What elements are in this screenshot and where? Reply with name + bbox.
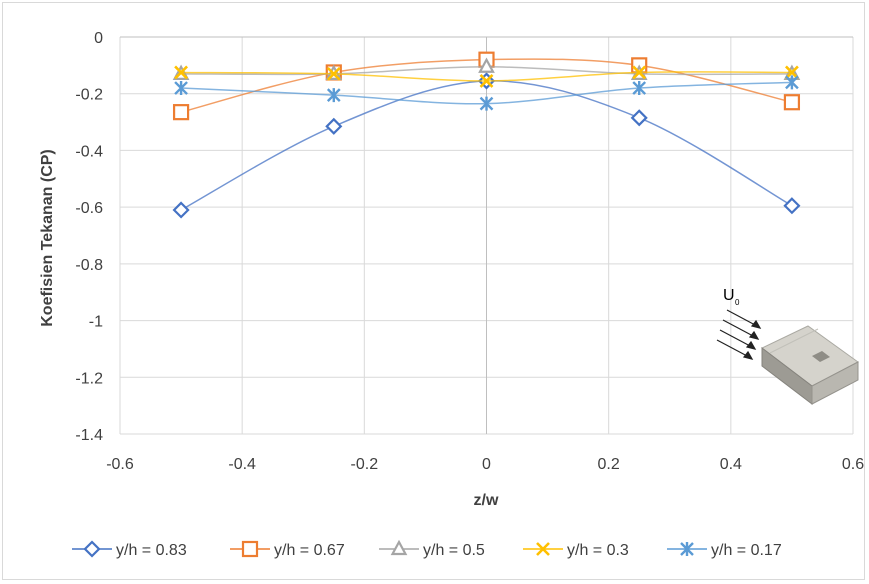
data-point — [172, 201, 190, 219]
legend-item: y/h = 0.3 — [523, 542, 629, 559]
data-point — [172, 104, 190, 121]
legend-marker — [83, 540, 101, 558]
x-tick-label: 0.2 — [598, 456, 620, 473]
legend: y/h = 0.83 y/h = 0.67 y/h = 0.5 y/h = 0.3 y/… — [72, 539, 782, 559]
y-tick-label: -0.8 — [75, 257, 103, 274]
x-tick-label: 0.6 — [842, 456, 864, 473]
data-point — [784, 65, 799, 80]
data-point — [632, 65, 647, 80]
legend-marker — [241, 540, 259, 558]
data-point — [632, 81, 647, 96]
x-tick-labels: -0.6 -0.4 -0.2 0 0.2 0.4 0.6 — [106, 456, 864, 473]
y-tick-labels: 0 -0.2 -0.4 -0.6 -0.8 -1 -1.2 -1.4 — [75, 30, 103, 444]
legend-item: y/h = 0.67 — [230, 540, 345, 559]
inset-label-sub: 0 — [735, 298, 740, 307]
data-point — [479, 74, 494, 88]
y-tick-label: -0.2 — [75, 87, 103, 104]
y-tick-label: -1.2 — [75, 370, 103, 387]
legend-marker — [536, 542, 550, 556]
series-4 — [174, 65, 799, 88]
data-point — [478, 57, 495, 73]
data-point — [783, 197, 801, 215]
data-point — [325, 117, 343, 135]
wind-arrows — [716, 309, 762, 360]
legend-marker — [390, 539, 408, 556]
series-5 — [174, 75, 799, 111]
y-tick-label: -1.4 — [75, 427, 103, 444]
legend-item: y/h = 0.5 — [379, 539, 485, 559]
axes — [120, 36, 853, 434]
y-tick-label: -0.6 — [75, 200, 103, 217]
legend-label: y/h = 0.83 — [116, 542, 187, 559]
data-point — [630, 109, 648, 127]
data-point — [174, 65, 189, 80]
legend-label: y/h = 0.3 — [567, 542, 629, 559]
legend-label: y/h = 0.17 — [711, 542, 782, 559]
y-axis-title: Koefisien Tekanan (CP) — [39, 149, 56, 327]
y-tick-label: -0.4 — [75, 143, 103, 160]
x-tick-label: -0.4 — [228, 456, 256, 473]
inset-label-u: U — [723, 287, 735, 304]
data-point — [783, 94, 801, 111]
data-point — [785, 75, 799, 90]
legend-label: y/h = 0.67 — [274, 542, 345, 559]
x-tick-label: 0.4 — [720, 456, 742, 473]
y-tick-label: -1 — [89, 314, 103, 331]
bus-model-with-wind-arrows-icon: U 0 — [716, 287, 859, 406]
data-point — [174, 81, 188, 96]
data-point — [326, 88, 341, 103]
x-tick-label: -0.6 — [106, 456, 134, 473]
bus-model — [761, 325, 859, 406]
legend-marker — [680, 542, 694, 556]
series-group — [172, 51, 801, 219]
x-tick-label: -0.2 — [351, 456, 379, 473]
y-tick-label: 0 — [94, 30, 103, 47]
legend-label: y/h = 0.5 — [423, 542, 485, 559]
data-point — [326, 66, 341, 81]
data-point — [479, 96, 494, 111]
legend-item: y/h = 0.17 — [667, 542, 782, 559]
x-axis-title: z/w — [474, 492, 499, 509]
x-tick-label: 0 — [482, 456, 491, 473]
legend-item: y/h = 0.83 — [72, 540, 187, 559]
